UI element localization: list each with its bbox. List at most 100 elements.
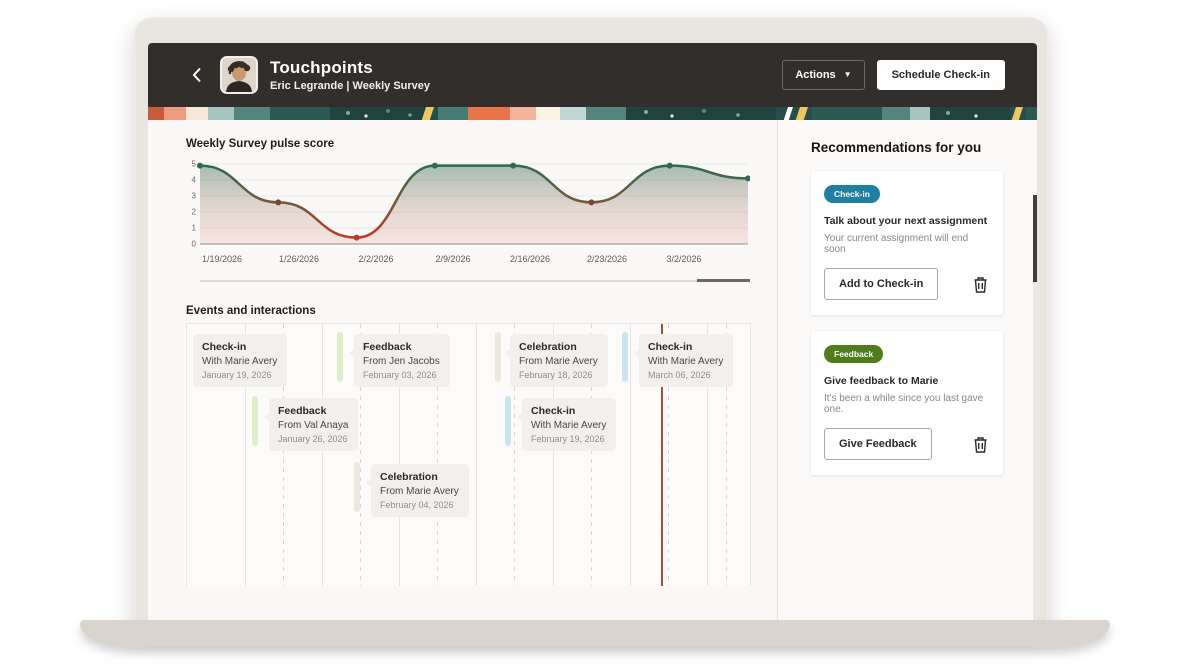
timeline-gridline <box>514 324 515 586</box>
feedback-badge: Feedback <box>824 345 884 363</box>
svg-text:4: 4 <box>192 176 197 185</box>
recommendations-panel: Recommendations for you Check-in Talk ab… <box>778 120 1037 620</box>
timeline-gridline <box>245 324 246 586</box>
check-in-event-marker[interactable] <box>505 396 511 446</box>
event-date: February 03, 2026 <box>363 370 437 380</box>
timeline-gridline <box>322 324 323 586</box>
pulse-score-chart: 0 1 2 3 4 5 1/19/2026 1/26/2026 2/2/2026 2/9/2026… <box>186 158 751 283</box>
recommendation-title: Give feedback to Marie <box>824 375 939 387</box>
chevron-down-icon: ▼ <box>843 70 852 79</box>
event-person: With Marie Avery <box>648 356 724 367</box>
event-card[interactable]: Celebration From Marie Avery February 04… <box>366 464 469 517</box>
app-header: Touchpoints Eric Legrande | Weekly Surve… <box>148 43 1037 107</box>
recommendation-card: Feedback Give feedback to Marie It's bee… <box>811 331 1003 475</box>
event-type: Feedback <box>278 405 327 417</box>
timeline-pane: Weekly Survey pulse score 0 1 2 3 4 5 1/19/202… <box>148 120 778 620</box>
trash-icon[interactable] <box>972 435 989 454</box>
event-person: From Jen Jacobs <box>363 356 440 367</box>
event-card[interactable]: Check-in With Marie Avery March 06, 2026 <box>633 334 734 387</box>
events-timeline: Check-in With Marie Avery January 19, 20… <box>186 323 751 586</box>
timeline-gridline <box>360 324 361 586</box>
timeline-gridline <box>630 324 631 586</box>
recommendation-subtitle: It's been a while since you last gave on… <box>824 393 984 415</box>
schedule-checkin-button[interactable]: Schedule Check-in <box>876 60 1005 90</box>
timeline-gridline <box>437 324 438 586</box>
event-person: With Marie Avery <box>531 420 607 431</box>
svg-text:2/16/2026: 2/16/2026 <box>510 254 550 264</box>
event-person: From Marie Avery <box>380 486 459 497</box>
feedback-event-marker[interactable] <box>252 396 258 446</box>
chart-horizontal-scrollbar <box>186 279 750 283</box>
event-person: From Val Anaya <box>278 420 349 431</box>
give-feedback-button[interactable]: Give Feedback <box>824 428 932 460</box>
event-type: Check-in <box>531 405 576 417</box>
event-type: Celebration <box>519 341 577 353</box>
recommendation-subtitle: Your current assignment will end soon <box>824 233 969 255</box>
laptop-base <box>80 620 1110 647</box>
svg-text:1: 1 <box>192 224 197 233</box>
page-scrollbar-track <box>1033 197 1037 620</box>
scrollbar-thumb[interactable] <box>697 279 750 282</box>
svg-text:1/19/2026: 1/19/2026 <box>202 254 242 264</box>
event-card[interactable]: Check-in With Marie Avery January 19, 20… <box>193 334 288 387</box>
event-date: January 19, 2026 <box>202 370 272 380</box>
event-date: February 19, 2026 <box>531 434 605 444</box>
page-subtitle: Eric Legrande | Weekly Survey <box>270 80 431 92</box>
event-card[interactable]: Feedback From Jen Jacobs February 03, 20… <box>349 334 450 387</box>
page-title: Touchpoints <box>270 58 373 77</box>
timeline-gridline <box>283 324 284 586</box>
svg-text:2/9/2026: 2/9/2026 <box>435 254 470 264</box>
celebration-event-marker[interactable] <box>354 462 360 512</box>
events-title: Events and interactions <box>186 305 316 317</box>
event-type: Celebration <box>380 471 438 483</box>
event-date: January 26, 2026 <box>278 434 348 444</box>
banner-pattern <box>148 107 1037 120</box>
timeline-gridline <box>476 324 477 586</box>
event-date: February 04, 2026 <box>380 500 454 510</box>
event-type: Check-in <box>202 341 247 353</box>
event-card[interactable]: Feedback From Val Anaya January 26, 2026 <box>263 398 359 451</box>
event-type: Check-in <box>648 341 693 353</box>
timeline-gridline <box>399 324 400 586</box>
chart-title: Weekly Survey pulse score <box>186 138 335 150</box>
today-line <box>661 324 663 586</box>
recommendations-title: Recommendations for you <box>811 140 982 155</box>
svg-text:2: 2 <box>192 208 197 217</box>
chevron-left-icon <box>192 67 201 83</box>
timeline-gridline <box>726 324 727 586</box>
event-type: Feedback <box>363 341 412 353</box>
celebration-event-marker[interactable] <box>495 332 501 382</box>
recommendation-title: Talk about your next assignment <box>824 215 988 227</box>
svg-text:2/2/2026: 2/2/2026 <box>358 254 393 264</box>
check-in-event-marker[interactable] <box>622 332 628 382</box>
scrollbar-track <box>200 280 750 282</box>
timeline-gridline <box>707 324 708 586</box>
trash-icon[interactable] <box>972 275 989 294</box>
app-screen: Touchpoints Eric Legrande | Weekly Surve… <box>148 43 1037 620</box>
actions-button-label: Actions <box>795 69 836 81</box>
event-date: February 18, 2026 <box>519 370 593 380</box>
event-card[interactable]: Check-in With Marie Avery February 19, 2… <box>516 398 617 451</box>
avatar <box>220 56 258 94</box>
event-date: March 06, 2026 <box>648 370 711 380</box>
svg-text:1/26/2026: 1/26/2026 <box>279 254 319 264</box>
feedback-event-marker[interactable] <box>337 332 343 382</box>
add-to-checkin-button[interactable]: Add to Check-in <box>824 268 939 300</box>
event-card[interactable]: Celebration From Marie Avery February 18… <box>505 334 608 387</box>
svg-text:2/23/2026: 2/23/2026 <box>587 254 627 264</box>
svg-text:5: 5 <box>192 160 197 169</box>
svg-text:0: 0 <box>192 240 197 249</box>
checkin-badge: Check-in <box>824 185 880 203</box>
event-person: From Marie Avery <box>519 356 598 367</box>
timeline-gridline <box>553 324 554 586</box>
page-scrollbar-thumb[interactable] <box>1033 195 1037 282</box>
timeline-gridline <box>668 324 669 586</box>
svg-text:3: 3 <box>192 192 197 201</box>
recommendation-card: Check-in Talk about your next assignment… <box>811 171 1003 315</box>
actions-button[interactable]: Actions ▼ <box>782 60 865 90</box>
event-person: With Marie Avery <box>202 356 278 367</box>
svg-text:3/2/2026: 3/2/2026 <box>666 254 701 264</box>
back-button[interactable] <box>186 64 208 86</box>
timeline-gridline <box>591 324 592 586</box>
